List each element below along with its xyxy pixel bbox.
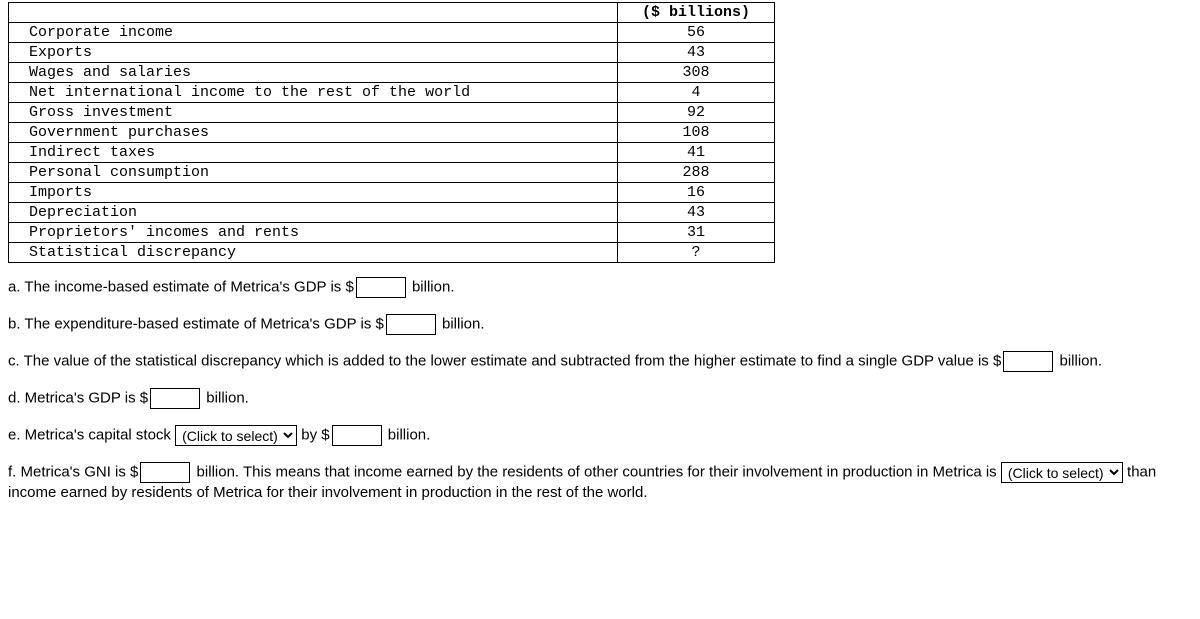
answer-e-input[interactable] bbox=[332, 425, 382, 446]
question-c-pre: c. The value of the statistical discrepa… bbox=[8, 352, 1001, 369]
question-d: d. Metrica's GDP is $ billion. bbox=[8, 388, 1192, 409]
row-label: Imports bbox=[9, 183, 618, 203]
row-value: 31 bbox=[618, 223, 775, 243]
row-label: Personal consumption bbox=[9, 163, 618, 183]
economic-data-table: ($ billions) Corporate income56Exports43… bbox=[8, 2, 775, 263]
question-f-pre: f. Metrica's GNI is $ bbox=[8, 463, 138, 480]
question-e-pre: e. Metrica's capital stock bbox=[8, 426, 175, 443]
table-row: Government purchases108 bbox=[9, 123, 775, 143]
question-e-mid: by $ bbox=[297, 426, 330, 443]
row-label: Corporate income bbox=[9, 23, 618, 43]
answer-a-input[interactable] bbox=[356, 277, 406, 298]
question-e-post: billion. bbox=[384, 426, 431, 443]
row-value: 108 bbox=[618, 123, 775, 143]
question-c-post: billion. bbox=[1055, 352, 1102, 369]
table-row: Net international income to the rest of … bbox=[9, 83, 775, 103]
row-label: Net international income to the rest of … bbox=[9, 83, 618, 103]
question-f-mid: billion. This means that income earned b… bbox=[192, 463, 1000, 480]
answer-c-input[interactable] bbox=[1003, 351, 1053, 372]
question-a-post: billion. bbox=[408, 278, 455, 295]
question-c: c. The value of the statistical discrepa… bbox=[8, 351, 1192, 372]
question-b: b. The expenditure-based estimate of Met… bbox=[8, 314, 1192, 335]
row-label: Proprietors' incomes and rents bbox=[9, 223, 618, 243]
row-value: 43 bbox=[618, 43, 775, 63]
question-d-pre: d. Metrica's GDP is $ bbox=[8, 389, 148, 406]
answer-f-input[interactable] bbox=[140, 462, 190, 483]
row-label: Depreciation bbox=[9, 203, 618, 223]
table-row: Exports43 bbox=[9, 43, 775, 63]
table-row: Wages and salaries308 bbox=[9, 63, 775, 83]
row-label: Gross investment bbox=[9, 103, 618, 123]
table-header-units: ($ billions) bbox=[618, 3, 775, 23]
table-row: Gross investment92 bbox=[9, 103, 775, 123]
row-value: 56 bbox=[618, 23, 775, 43]
row-value: 16 bbox=[618, 183, 775, 203]
row-value: 41 bbox=[618, 143, 775, 163]
table-row: Proprietors' incomes and rents31 bbox=[9, 223, 775, 243]
table-row: Depreciation43 bbox=[9, 203, 775, 223]
answer-d-input[interactable] bbox=[150, 388, 200, 409]
row-value: 43 bbox=[618, 203, 775, 223]
row-value: 288 bbox=[618, 163, 775, 183]
row-value: 4 bbox=[618, 83, 775, 103]
question-f: f. Metrica's GNI is $ billion. This mean… bbox=[8, 462, 1192, 503]
row-value: ? bbox=[618, 243, 775, 263]
answer-e-select[interactable]: (Click to select) bbox=[175, 425, 297, 446]
question-d-post: billion. bbox=[202, 389, 249, 406]
table-row: Personal consumption288 bbox=[9, 163, 775, 183]
question-a-pre: a. The income-based estimate of Metrica'… bbox=[8, 278, 354, 295]
row-value: 92 bbox=[618, 103, 775, 123]
row-label: Statistical discrepancy bbox=[9, 243, 618, 263]
table-row: Statistical discrepancy? bbox=[9, 243, 775, 263]
answer-b-input[interactable] bbox=[386, 314, 436, 335]
question-a: a. The income-based estimate of Metrica'… bbox=[8, 277, 1192, 298]
row-label: Indirect taxes bbox=[9, 143, 618, 163]
answer-f-select[interactable]: (Click to select) bbox=[1001, 462, 1123, 483]
table-row: Corporate income56 bbox=[9, 23, 775, 43]
question-b-pre: b. The expenditure-based estimate of Met… bbox=[8, 315, 384, 332]
table-header-blank bbox=[9, 3, 618, 23]
question-e: e. Metrica's capital stock (Click to sel… bbox=[8, 425, 1192, 446]
row-label: Government purchases bbox=[9, 123, 618, 143]
row-label: Exports bbox=[9, 43, 618, 63]
question-b-post: billion. bbox=[438, 315, 485, 332]
table-row: Indirect taxes41 bbox=[9, 143, 775, 163]
table-row: Imports16 bbox=[9, 183, 775, 203]
row-value: 308 bbox=[618, 63, 775, 83]
row-label: Wages and salaries bbox=[9, 63, 618, 83]
